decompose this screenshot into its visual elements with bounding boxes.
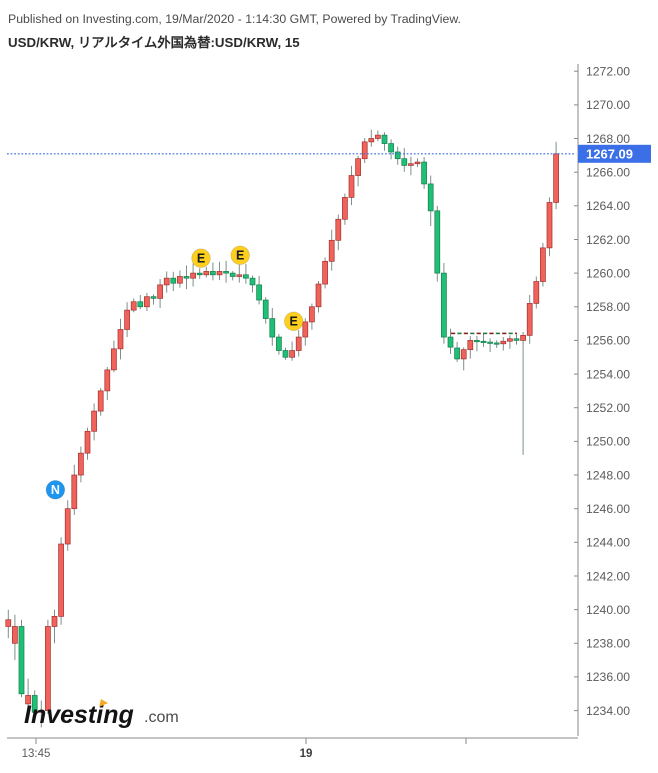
svg-text:1267.09: 1267.09 — [586, 146, 633, 161]
svg-text:1268.00: 1268.00 — [586, 132, 630, 146]
svg-text:1256.00: 1256.00 — [586, 334, 630, 348]
svg-text:E: E — [197, 251, 205, 265]
svg-text:1264.00: 1264.00 — [586, 199, 630, 213]
svg-text:1236.00: 1236.00 — [586, 670, 630, 684]
svg-text:1248.00: 1248.00 — [586, 468, 630, 482]
svg-text:1246.00: 1246.00 — [586, 502, 630, 516]
svg-text:1260.00: 1260.00 — [586, 266, 630, 280]
svg-text:Investing: Investing — [24, 701, 134, 729]
svg-text:1250.00: 1250.00 — [586, 435, 630, 449]
svg-text:1270.00: 1270.00 — [586, 98, 630, 112]
svg-text:1266.00: 1266.00 — [586, 166, 630, 180]
svg-text:1244.00: 1244.00 — [586, 536, 630, 550]
svg-text:19: 19 — [300, 748, 313, 760]
svg-text:1272.00: 1272.00 — [586, 65, 630, 79]
svg-text:.com: .com — [144, 709, 179, 726]
svg-text:1240.00: 1240.00 — [586, 603, 630, 617]
svg-text:N: N — [51, 483, 60, 497]
svg-text:1238.00: 1238.00 — [586, 637, 630, 651]
svg-text:E: E — [290, 315, 298, 329]
svg-text:13:45: 13:45 — [22, 748, 51, 760]
svg-text:1254.00: 1254.00 — [586, 367, 630, 381]
svg-text:E: E — [236, 249, 244, 263]
svg-text:1242.00: 1242.00 — [586, 569, 630, 583]
svg-text:1262.00: 1262.00 — [586, 233, 630, 247]
svg-text:1252.00: 1252.00 — [586, 401, 630, 415]
svg-text:1234.00: 1234.00 — [586, 704, 630, 718]
svg-text:1258.00: 1258.00 — [586, 300, 630, 314]
